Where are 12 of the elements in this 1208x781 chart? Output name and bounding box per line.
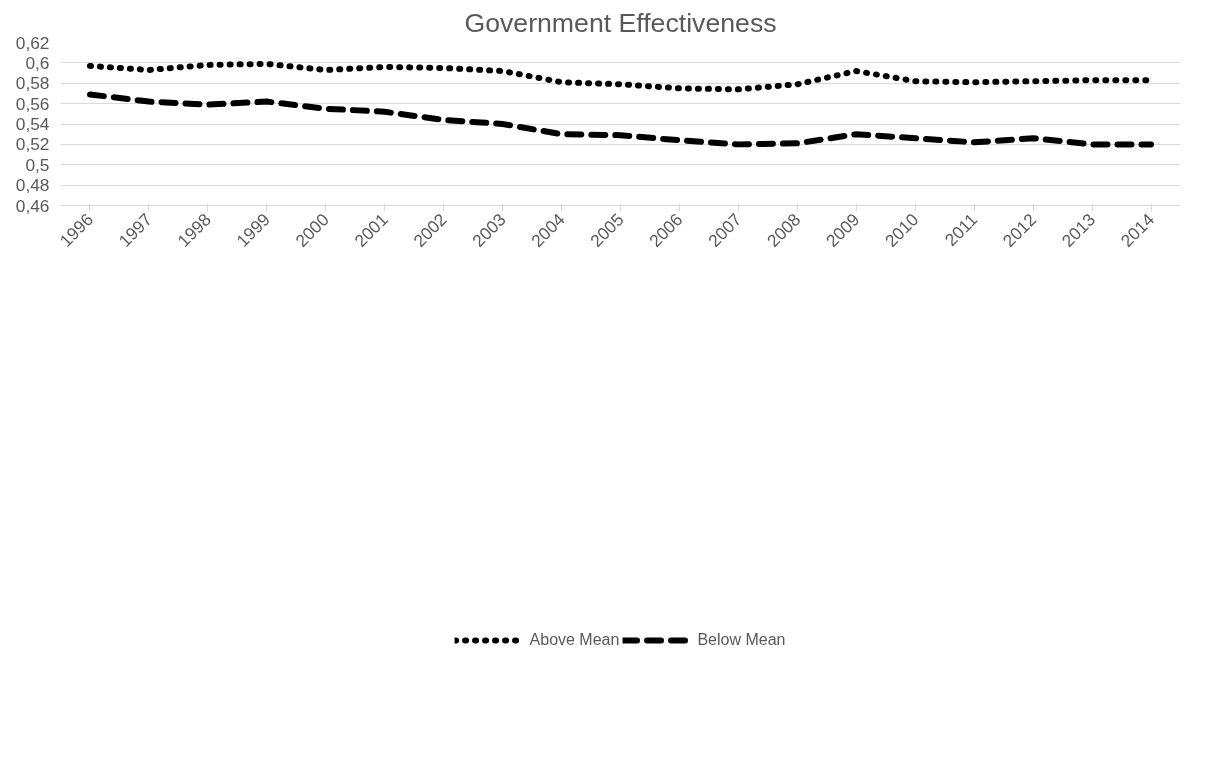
y-tick-label: 0,58: [15, 73, 50, 94]
legend-label: Above Mean: [529, 631, 620, 649]
y-tick-label: 0,46: [15, 195, 50, 216]
legend-label: Below Mean: [697, 631, 786, 649]
y-tick-label: 0,62: [15, 32, 50, 53]
y-tick-label: 0,54: [15, 114, 50, 134]
y-tick-label: 0,48: [15, 175, 50, 196]
y-tick-label: 0,56: [15, 93, 50, 114]
y-tick-label: 0,5: [25, 154, 50, 175]
y-tick-label: 0,6: [25, 52, 50, 73]
y-tick-label: 0,52: [15, 134, 50, 155]
chart-title: Government Effectiveness: [464, 7, 777, 38]
